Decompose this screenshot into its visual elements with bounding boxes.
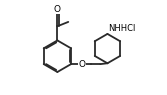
Text: O: O: [54, 5, 61, 14]
Text: NHHCl: NHHCl: [108, 24, 135, 33]
Text: O: O: [78, 60, 86, 69]
